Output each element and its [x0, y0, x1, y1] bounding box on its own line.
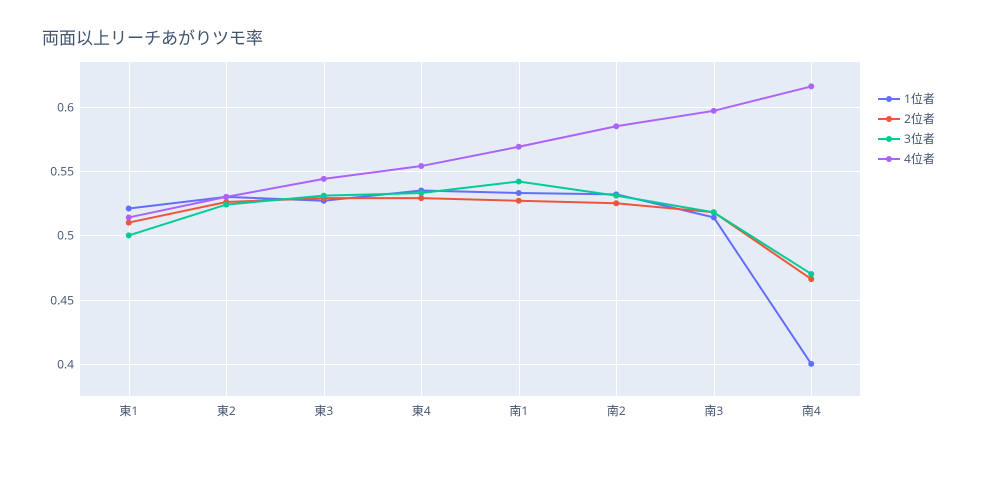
data-point[interactable]: [711, 108, 717, 114]
x-tick-label: 東4: [412, 402, 431, 419]
plot-area[interactable]: [80, 62, 860, 396]
data-point[interactable]: [808, 271, 814, 277]
data-point[interactable]: [126, 214, 132, 220]
data-point[interactable]: [808, 361, 814, 367]
data-point[interactable]: [613, 193, 619, 199]
data-point[interactable]: [126, 205, 132, 211]
data-point[interactable]: [516, 144, 522, 150]
data-point[interactable]: [126, 232, 132, 238]
y-tick-label: 0.45: [40, 291, 74, 308]
data-point[interactable]: [711, 209, 717, 215]
data-point[interactable]: [516, 190, 522, 196]
legend-label: 1位者: [904, 90, 935, 107]
legend-item[interactable]: 4位者: [878, 150, 935, 167]
x-tick-label: 南4: [802, 402, 821, 419]
legend-item[interactable]: 3位者: [878, 130, 935, 147]
series-line[interactable]: [129, 198, 812, 279]
x-tick-label: 南2: [607, 402, 626, 419]
data-point[interactable]: [418, 190, 424, 196]
y-tick-label: 0.5: [40, 227, 74, 244]
series-line[interactable]: [129, 190, 812, 363]
x-tick-label: 東3: [314, 402, 333, 419]
legend: 1位者 2位者 3位者 4位者: [878, 90, 935, 170]
data-point[interactable]: [321, 176, 327, 182]
data-point[interactable]: [516, 198, 522, 204]
legend-swatch: [878, 118, 900, 120]
data-point[interactable]: [516, 178, 522, 184]
legend-item[interactable]: 1位者: [878, 90, 935, 107]
legend-item[interactable]: 2位者: [878, 110, 935, 127]
x-tick-label: 東1: [119, 402, 138, 419]
chart-title: 両面以上リーチあがりツモ率: [42, 24, 263, 49]
chart-lines: [80, 62, 860, 396]
legend-label: 3位者: [904, 130, 935, 147]
y-tick-label: 0.55: [40, 163, 74, 180]
x-tick-label: 南1: [509, 402, 528, 419]
data-point[interactable]: [418, 195, 424, 201]
data-point[interactable]: [613, 200, 619, 206]
data-point[interactable]: [126, 220, 132, 226]
data-point[interactable]: [223, 194, 229, 200]
data-point[interactable]: [418, 163, 424, 169]
legend-swatch: [878, 138, 900, 140]
legend-swatch: [878, 98, 900, 100]
data-point[interactable]: [321, 193, 327, 199]
legend-label: 4位者: [904, 150, 935, 167]
x-tick-label: 東2: [217, 402, 236, 419]
y-tick-label: 0.4: [40, 355, 74, 372]
chart-container: 両面以上リーチあがりツモ率 1位者 2位者 3位者 4位者 0.4 0.45 0.5 0.5…: [0, 0, 1000, 500]
y-tick-label: 0.6: [40, 98, 74, 115]
legend-label: 2位者: [904, 110, 935, 127]
x-tick-label: 南3: [704, 402, 723, 419]
data-point[interactable]: [223, 202, 229, 208]
legend-swatch: [878, 158, 900, 160]
data-point[interactable]: [808, 276, 814, 282]
data-point[interactable]: [711, 214, 717, 220]
data-point[interactable]: [808, 83, 814, 89]
data-point[interactable]: [613, 123, 619, 129]
